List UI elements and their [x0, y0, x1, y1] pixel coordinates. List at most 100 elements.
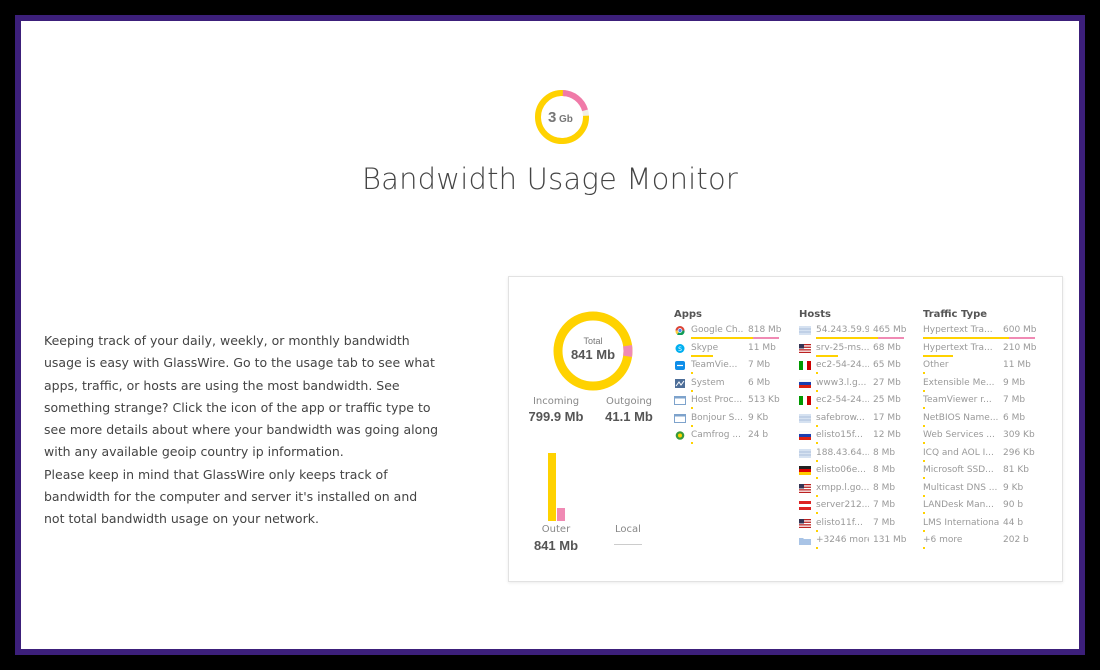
traffic-type-row[interactable]: LMS International 44 b: [923, 518, 1043, 535]
host-name: server212...: [816, 500, 869, 510]
traffic-type-value: 11 Mb: [1003, 360, 1031, 370]
folder-icon[interactable]: [799, 536, 811, 545]
host-value: 25 Mb: [873, 395, 901, 405]
host-usage-bar: [816, 389, 818, 392]
flag-it-icon[interactable]: [799, 361, 811, 370]
host-value: 8 Mb: [873, 447, 896, 458]
flag-us-icon[interactable]: [799, 518, 811, 528]
camfrog-icon[interactable]: [674, 431, 686, 440]
traffic-type-name: Extensible Me...: [923, 377, 995, 388]
skype-icon[interactable]: S: [674, 343, 686, 353]
traffic-type-usage-bar: [923, 494, 925, 497]
app-row[interactable]: Host Proc... 513 Kb: [674, 395, 788, 412]
traffic-type-name: Other: [923, 360, 949, 370]
host-usage-bar: [816, 459, 818, 462]
incoming-label: Incoming: [532, 396, 580, 407]
app-value: 6 Mb: [748, 377, 771, 388]
traffic-type-usage-bar-outgoing: [1009, 337, 1035, 339]
host-usage-bar: [816, 477, 818, 479]
host-row[interactable]: 188.43.64... 8 Mb: [799, 448, 913, 465]
host-row[interactable]: +3246 more 131 Mb: [799, 535, 913, 552]
local-bar: [614, 544, 642, 545]
traffic-type-value: 296 Kb: [1003, 447, 1035, 458]
flag-us-icon[interactable]: [799, 343, 811, 353]
app-usage-bar: [691, 372, 693, 374]
host-value: 17 Mb: [873, 412, 901, 423]
app-usage-bar-outgoing: [753, 337, 779, 339]
host-usage-bar: [816, 494, 818, 497]
traffic-type-row[interactable]: LANDesk Man... 90 b: [923, 500, 1043, 517]
teamviewer-icon[interactable]: [674, 361, 686, 370]
chrome-icon[interactable]: [674, 326, 686, 336]
traffic-type-row[interactable]: Hypertext Tra... 600 Mb: [923, 325, 1043, 342]
host-usage-bar: [816, 372, 818, 374]
host-row[interactable]: elisto06e... 8 Mb: [799, 465, 913, 482]
host-row[interactable]: elisto15f... 12 Mb: [798, 430, 913, 447]
traffic-type-row[interactable]: NetBIOS Name... 6 Mb: [923, 413, 1043, 430]
total-value: 841 Mb: [571, 347, 615, 362]
window-icon[interactable]: [674, 413, 686, 423]
traffic-type-row[interactable]: Hypertext Tra... 210 Mb: [923, 343, 1043, 360]
traffic-type-usage-bar: [923, 372, 925, 374]
flag-at-icon[interactable]: [799, 501, 811, 510]
app-row[interactable]: Camfrog ... 24 b: [674, 430, 788, 447]
flag-us-icon[interactable]: [799, 483, 811, 493]
system-icon[interactable]: [674, 378, 686, 388]
host-row[interactable]: xmpp.l.go... 8 Mb: [799, 483, 913, 500]
traffic-type-row[interactable]: +6 more 202 b: [923, 535, 1043, 552]
host-usage-bar: [816, 512, 818, 514]
host-row[interactable]: elisto11f... 7 Mb: [799, 518, 913, 535]
app-name: System: [691, 377, 725, 388]
traffic-type-row[interactable]: Extensible Me... 9 Mb: [923, 378, 1043, 395]
host-row[interactable]: ec2-54-24... 65 Mb: [799, 360, 913, 377]
app-row[interactable]: S Skype 11 Mb: [674, 343, 788, 360]
flag-unknown-icon[interactable]: [799, 448, 811, 458]
flag-it-icon[interactable]: [799, 396, 811, 405]
traffic-type-row[interactable]: Multicast DNS ... 9 Kb: [923, 483, 1043, 500]
app-row[interactable]: System 6 Mb: [674, 378, 788, 395]
traffic-type-row[interactable]: ICQ and AOL I... 296 Kb: [923, 448, 1043, 465]
app-usage-bar: [691, 442, 693, 444]
window-icon[interactable]: [674, 396, 686, 405]
host-usage-bar: [816, 424, 818, 427]
flag-ru-icon[interactable]: [798, 430, 812, 440]
host-usage-bar: [816, 354, 838, 357]
app-value: 513 Kb: [748, 395, 780, 405]
traffic-type-name: ICQ and AOL I...: [923, 447, 994, 458]
apps-heading: Apps: [674, 309, 703, 320]
traffic-type-value: 7 Mb: [1003, 395, 1026, 405]
traffic-type-value: 600 Mb: [1003, 325, 1037, 335]
outer-value: 841 Mb: [533, 538, 579, 553]
traffic-type-usage-bar: [923, 337, 1009, 339]
app-row[interactable]: Bonjour S... 9 Kb: [674, 413, 788, 430]
host-name: ec2-54-24...: [816, 395, 869, 405]
host-row[interactable]: srv-25-ms... 68 Mb: [799, 343, 913, 360]
flag-unknown-icon[interactable]: [799, 326, 811, 335]
host-row[interactable]: www3.l.g... 27 Mb: [798, 378, 913, 395]
host-name: xmpp.l.go...: [816, 482, 869, 493]
outgoing-label: Outgoing: [605, 396, 653, 407]
traffic-type-row[interactable]: TeamViewer r... 7 Mb: [923, 395, 1043, 412]
app-name: TeamVie...: [691, 360, 738, 370]
traffic-type-row[interactable]: Microsoft SSD... 81 Kb: [923, 465, 1043, 482]
host-row[interactable]: 54.243.59.9 465 Mb: [799, 325, 913, 342]
flag-unknown-icon[interactable]: [799, 413, 811, 423]
traffic-type-usage-bar: [923, 529, 925, 532]
host-row[interactable]: ec2-54-24... 25 Mb: [799, 395, 913, 412]
traffic-type-row[interactable]: Web Services ... 309 Kb: [923, 430, 1043, 447]
app-row[interactable]: TeamVie... 7 Mb: [674, 360, 788, 377]
traffic-type-row[interactable]: Other 11 Mb: [923, 360, 1043, 377]
flag-ru-icon[interactable]: [798, 378, 812, 388]
outgoing-donut-segment: [553, 311, 633, 391]
app-name: Skype: [691, 342, 719, 353]
host-value: 65 Mb: [873, 360, 901, 370]
page-title: Bandwidth Usage Monitor: [361, 162, 739, 196]
host-row[interactable]: safebrow... 17 Mb: [799, 413, 913, 430]
flag-de-icon[interactable]: [799, 466, 811, 475]
total-donut-chart: Total 841 Mb: [553, 311, 633, 391]
app-row[interactable]: Google Ch... 818 Mb: [674, 325, 788, 342]
host-row[interactable]: server212... 7 Mb: [799, 500, 913, 517]
description-paragraph-2: Please keep in mind that GlassWire only …: [44, 466, 418, 527]
incoming-value: 799.9 Mb: [528, 409, 584, 424]
app-usage-bar: [691, 337, 753, 339]
